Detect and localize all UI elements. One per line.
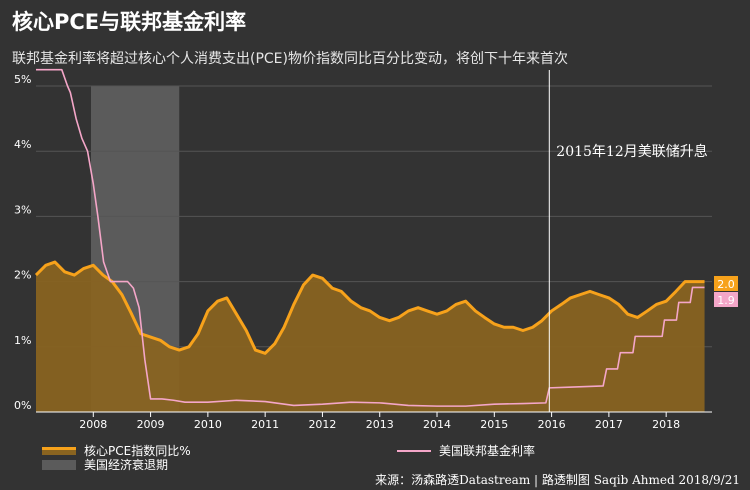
y-tick-label: 4% xyxy=(14,138,31,151)
x-tick-label: 2016 xyxy=(538,418,566,431)
end-label-pce: 2.0 xyxy=(717,278,735,291)
pce-line xyxy=(34,260,705,355)
y-tick-label: 1% xyxy=(14,334,31,347)
source-credit: 来源：汤森路透Datastream | 路透制图 Saqib Ahmed 201… xyxy=(375,473,740,487)
legend-label-ffr: 美国联邦基金利率 xyxy=(439,444,536,458)
x-tick-label: 2012 xyxy=(308,418,336,431)
legend-label-recession: 美国经济衰退期 xyxy=(84,458,169,472)
annotation-label: 2015年12月美联储升息 xyxy=(556,143,707,160)
chart-title: 核心PCE与联邦基金利率 xyxy=(12,10,247,34)
pce-area xyxy=(36,262,705,412)
x-tick-label: 2010 xyxy=(194,418,222,431)
end-label-ffr: 1.9 xyxy=(717,294,735,307)
y-tick-label: 3% xyxy=(14,203,31,216)
x-tick-label: 2018 xyxy=(652,418,680,431)
x-tick-label: 2009 xyxy=(137,418,165,431)
legend-item-ffr: 美国联邦基金利率 xyxy=(397,442,535,459)
y-tick-label: 5% xyxy=(14,73,31,86)
chart-subtitle: 联邦基金利率将超过核心个人消费支出(PCE)物价指数同比百分比变动，将创下十年来… xyxy=(12,51,568,67)
legend-item-pce: 核心PCE指数同比% xyxy=(42,442,191,459)
y-tick-label: 0% xyxy=(14,399,31,412)
legend-swatch-recession xyxy=(42,459,76,470)
x-tick-label: 2013 xyxy=(366,418,394,431)
x-tick-label: 2017 xyxy=(595,418,623,431)
legend-swatch-ffr xyxy=(397,449,431,452)
legend-item-recession: 美国经济衰退期 xyxy=(42,456,168,473)
legend-swatch-pce xyxy=(42,446,76,455)
x-tick-label: 2015 xyxy=(480,418,508,431)
ffr-line xyxy=(36,68,705,407)
x-tick-label: 2011 xyxy=(251,418,279,431)
legend-label-pce: 核心PCE指数同比% xyxy=(84,444,191,458)
x-tick-label: 2014 xyxy=(423,418,451,431)
x-tick-label: 2008 xyxy=(79,418,107,431)
end-label-ffr-box xyxy=(714,292,738,307)
y-tick-label: 2% xyxy=(14,269,31,282)
end-label-pce-box xyxy=(714,276,738,291)
